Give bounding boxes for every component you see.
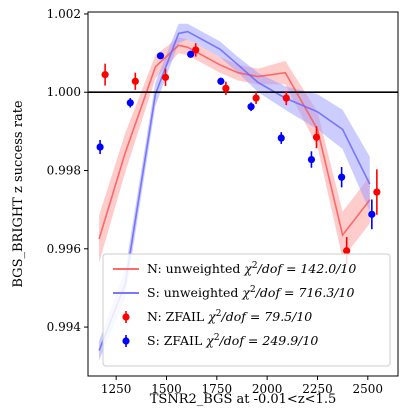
legend-box bbox=[102, 253, 391, 367]
x-axis-label: TSNR2_BGS at -0.01<z<1.5 bbox=[150, 392, 336, 407]
legend-label-0: N: unweighted χ2/dof = 142.0/10 bbox=[147, 261, 356, 276]
legend-label-1: S: unweighted χ2/dof = 716.3/10 bbox=[147, 285, 354, 300]
y-axis-label: BGS_BRIGHT z success rate bbox=[11, 100, 26, 288]
series-lines bbox=[98, 30, 371, 351]
point-2-4 bbox=[222, 84, 230, 92]
point-2-2 bbox=[161, 73, 170, 81]
y-tick-label-2: 0.998 bbox=[47, 164, 81, 178]
x-tick-label-3: 2000 bbox=[252, 382, 283, 396]
point-3-7 bbox=[307, 155, 316, 164]
point-2-7 bbox=[312, 133, 321, 141]
point-3-9 bbox=[368, 210, 376, 218]
point-3-5 bbox=[247, 103, 255, 111]
line-series-0 bbox=[98, 44, 371, 240]
y-tick-label-0: 0.994 bbox=[47, 320, 82, 334]
x-tick-label-1: 1500 bbox=[151, 382, 182, 396]
point-2-5 bbox=[252, 94, 260, 102]
confidence-bands bbox=[99, 23, 370, 361]
x-tick-label-4: 2250 bbox=[302, 382, 333, 396]
point-2-6 bbox=[282, 94, 290, 102]
axis-ticks: 1250 1500 1750 2000 2250 2500 0.994 0.996 0.998 1… bbox=[47, 7, 383, 396]
point-2-9 bbox=[373, 188, 381, 196]
y-tick-label-1: 0.996 bbox=[47, 242, 81, 256]
point-3-6 bbox=[277, 134, 285, 142]
line-series-1 bbox=[98, 30, 371, 351]
x-tick-label-2: 1750 bbox=[202, 382, 233, 396]
plot-frame bbox=[87, 11, 399, 377]
legend-label-3: S: ZFAIL χ2/dof = 249.9/10 bbox=[147, 333, 318, 348]
error-bars bbox=[96, 43, 381, 265]
point-2-3 bbox=[192, 46, 200, 54]
point-3-8 bbox=[338, 173, 346, 181]
y-tick-label-3: 1.000 bbox=[47, 85, 81, 99]
legend-swatch-2 bbox=[122, 313, 130, 321]
band-series-1 bbox=[99, 23, 370, 361]
legend-swatch-3 bbox=[122, 337, 130, 345]
point-2-1 bbox=[131, 77, 139, 85]
point-3-0 bbox=[96, 143, 104, 151]
point-3-4 bbox=[217, 77, 225, 85]
point-3-2 bbox=[156, 52, 165, 60]
point-2-0 bbox=[101, 71, 109, 79]
legend: N: unweighted χ2/dof = 142.0/10 S: unweig… bbox=[102, 253, 391, 367]
point-2-8 bbox=[343, 247, 351, 255]
point-3-1 bbox=[126, 99, 134, 107]
x-tick-label-0: 1250 bbox=[101, 382, 132, 396]
point-3-3 bbox=[187, 50, 195, 58]
legend-label-2: N: ZFAIL χ2/dof = 79.5/10 bbox=[147, 309, 312, 324]
y-tick-label-4: 1.002 bbox=[47, 7, 81, 21]
x-tick-label-5: 2500 bbox=[353, 382, 384, 396]
